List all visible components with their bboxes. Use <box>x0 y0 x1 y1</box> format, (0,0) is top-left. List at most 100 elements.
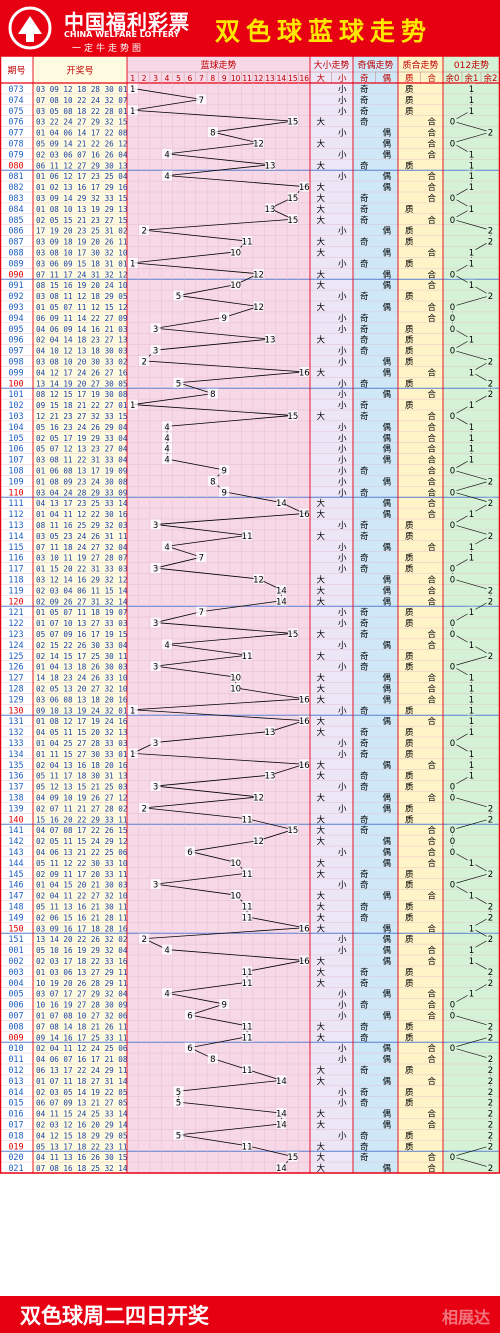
issue-number: 012 <box>8 1066 23 1076</box>
mod3-value-bg <box>486 900 495 911</box>
blue-value-label: 11 <box>242 968 253 978</box>
issue-number: 090 <box>8 270 23 280</box>
primecomp-mark: 合 <box>427 487 436 498</box>
bigsmall-mark: 大 <box>316 574 325 585</box>
mod3-value-label: 0 <box>450 314 455 324</box>
primecomp-mark: 合 <box>427 367 436 378</box>
blue-value-bg <box>196 94 207 105</box>
oddeven-mark: 奇 <box>360 1130 369 1141</box>
blue-value-label: 1 <box>130 85 135 95</box>
issue-number: 108 <box>8 466 23 476</box>
winning-numbers: 02 09 11 17 20 33 11 <box>36 870 128 879</box>
mod3-value-bg <box>448 737 457 748</box>
logo-chinese-text: 中国福利彩票 <box>64 10 190 34</box>
oddeven-mark: 奇 <box>360 1098 369 1109</box>
winning-numbers: 02 03 17 18 22 33 16 <box>36 957 128 966</box>
blue-value-bg <box>264 334 275 345</box>
winning-numbers: 07 11 17 24 31 32 12 <box>36 270 127 279</box>
primecomp-mark: 质 <box>405 553 414 564</box>
issue-number: 121 <box>8 608 23 618</box>
blue-value-label: 5 <box>176 1131 181 1141</box>
mod3-value-label: 0 <box>450 565 455 575</box>
mod3-value-label: 1 <box>469 248 474 258</box>
blue-value-bg <box>264 203 275 214</box>
mod3-value-label: 1 <box>469 717 474 727</box>
bigsmall-mark: 大 <box>316 237 325 248</box>
oddeven-mark: 偶 <box>382 803 391 814</box>
winning-numbers: 03 08 11 22 31 33 04 <box>36 456 128 465</box>
issue-number: 123 <box>8 630 23 640</box>
winning-numbers: 02 05 17 19 29 33 04 <box>36 434 128 443</box>
primecomp-mark: 合 <box>427 269 436 280</box>
bigsmall-mark: 大 <box>316 792 325 803</box>
mod3-value-label: 1 <box>469 85 474 95</box>
blue-value-bg <box>276 1118 287 1129</box>
mod3-value-label: 1 <box>469 401 474 411</box>
mod3-value-bg <box>486 1108 495 1119</box>
winning-numbers: 04 09 10 19 26 27 12 <box>36 793 127 802</box>
blue-value-label: 13 <box>265 728 276 738</box>
blue-value-label: 16 <box>299 924 310 934</box>
issue-number: 081 <box>8 172 23 182</box>
blue-value-label: 14 <box>276 1077 287 1087</box>
mod3-value-bg <box>467 246 476 257</box>
blue-col-label-13: 14 <box>277 74 287 83</box>
issue-number: 098 <box>8 357 23 367</box>
mod3-value-bg <box>467 257 476 268</box>
bigsmall-mark: 大 <box>316 335 325 346</box>
issue-number: 075 <box>8 107 23 117</box>
primecomp-mark: 质 <box>405 378 414 389</box>
blue-col-label-14: 15 <box>288 74 298 83</box>
mod3-value-bg <box>486 584 495 595</box>
winning-numbers: 10 16 19 27 28 30 09 <box>36 1001 128 1010</box>
issue-number: 089 <box>8 259 23 269</box>
issue-number: 109 <box>8 477 23 487</box>
winning-numbers: 04 12 17 24 26 27 16 <box>36 368 128 377</box>
bigsmall-mark: 小 <box>338 400 347 411</box>
primecomp-mark: 质 <box>405 662 414 673</box>
issue-number: 087 <box>8 238 23 248</box>
bigsmall-mark: 大 <box>316 367 325 378</box>
blue-value-bg <box>242 900 253 911</box>
blue-value-bg <box>139 933 150 944</box>
mod3-value-label: 0 <box>450 848 455 858</box>
winning-numbers: 13 14 20 22 26 32 02 <box>36 935 127 944</box>
mod3-value-bg <box>448 846 457 857</box>
primecomp-mark: 合 <box>427 433 436 444</box>
issue-number: 137 <box>8 783 23 793</box>
oddeven-mark: 偶 <box>382 760 391 771</box>
primecomp-mark: 合 <box>427 847 436 858</box>
oddeven-mark: 偶 <box>382 1010 391 1021</box>
bigsmall-mark: 小 <box>338 433 347 444</box>
blue-value-label: 16 <box>299 183 310 193</box>
bigsmall-mark: 大 <box>316 651 325 662</box>
blue-value-label: 16 <box>299 368 310 378</box>
winning-numbers: 03 06 09 15 18 31 01 <box>36 259 128 268</box>
blue-col-label-11: 12 <box>254 74 264 83</box>
issue-number: 127 <box>8 674 23 684</box>
blue-value-label: 11 <box>242 532 253 542</box>
bigsmall-mark: 大 <box>316 280 325 291</box>
primecomp-mark: 合 <box>427 247 436 258</box>
bigsmall-mark: 大 <box>316 891 325 902</box>
primecomp-mark: 质 <box>405 1065 414 1076</box>
winning-numbers: 02 03 05 14 19 22 05 <box>36 1088 127 1097</box>
issue-number: 116 <box>8 554 23 564</box>
oddeven-mark: 奇 <box>360 520 369 531</box>
blue-value-label: 7 <box>199 608 204 618</box>
bigsmall-mark: 小 <box>338 847 347 858</box>
primecomp-mark: 合 <box>427 465 436 476</box>
blue-value-label: 8 <box>210 129 215 139</box>
winning-numbers: 01 08 09 23 24 30 08 <box>36 477 128 486</box>
blue-value-bg <box>127 257 138 268</box>
oddeven-mark: 偶 <box>382 138 391 149</box>
winning-numbers: 02 04 11 12 24 25 06 <box>36 1044 128 1053</box>
bigsmall-mark: 大 <box>316 901 325 912</box>
mod3-value-bg <box>467 857 476 868</box>
issue-number: 019 <box>8 1142 23 1152</box>
blue-value-label: 16 <box>299 761 310 771</box>
bigsmall-mark: 小 <box>338 106 347 117</box>
mod3-value-label: 1 <box>469 674 474 684</box>
oddeven-mark: 偶 <box>382 226 391 237</box>
blue-value-bg <box>219 312 230 323</box>
